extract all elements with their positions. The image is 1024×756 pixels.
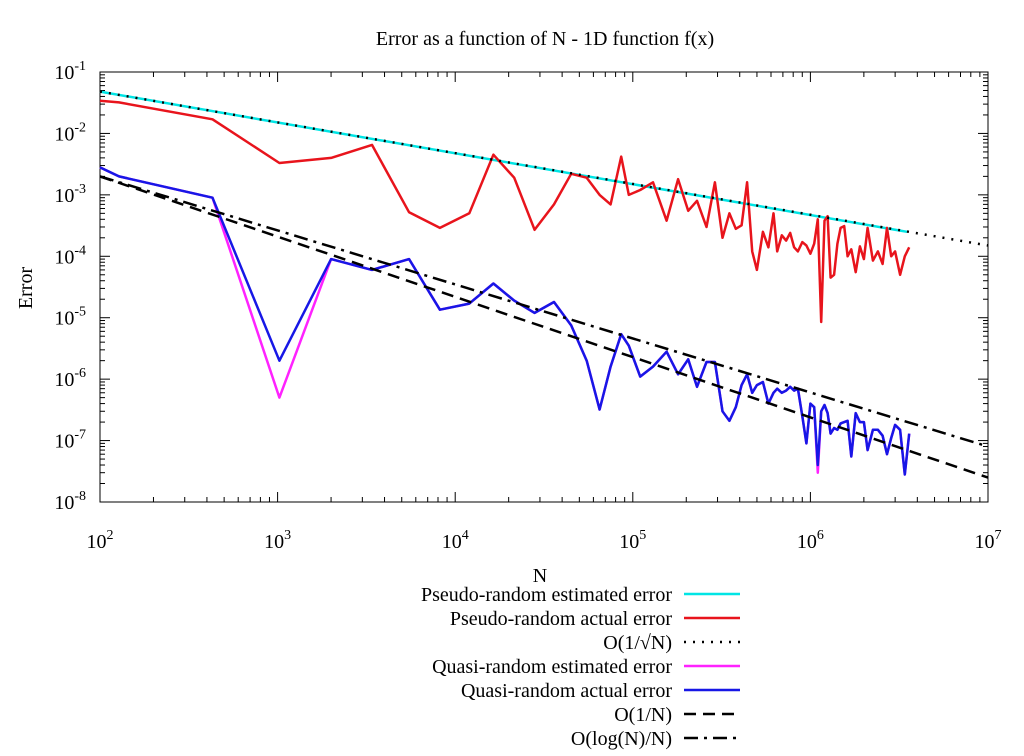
legend-label: O(1/N) (614, 704, 672, 726)
series-line-6 (99, 175, 989, 479)
legend: Pseudo-random estimated errorPseudo-rand… (421, 584, 740, 750)
plot-area (99, 71, 989, 503)
x-tick-label: 105 (619, 528, 646, 553)
x-tick-label: 103 (264, 528, 291, 553)
legend-label: Pseudo-random actual error (450, 608, 672, 630)
x-tick-labels: 102 103 104 105 106 107 (87, 528, 1002, 553)
y-tick-label: 10-1 (54, 59, 86, 84)
plot-frame (99, 71, 989, 503)
x-tick-label: 106 (797, 528, 824, 553)
y-tick-labels: 10-1 10-2 10-3 10-4 10-5 10-6 10-7 10-8 (54, 59, 86, 514)
x-tick-label: 102 (87, 528, 114, 553)
y-tick-label: 10-7 (54, 428, 86, 453)
legend-label: Quasi-random estimated error (432, 656, 672, 678)
legend-label: O(log(N)/N) (571, 728, 672, 750)
x-tick-label: 104 (442, 528, 469, 553)
y-tick-label: 10-6 (54, 366, 86, 391)
x-axis-label: N (533, 565, 547, 587)
legend-label: Pseudo-random estimated error (421, 584, 672, 606)
series-line-2 (99, 99, 911, 324)
minor-ticks (99, 72, 988, 503)
y-tick-label: 10-5 (54, 305, 86, 330)
y-tick-label: 10-8 (54, 489, 86, 514)
series-line-7 (99, 175, 989, 448)
series-layer (99, 90, 989, 479)
legend-label: O(1/√N) (603, 632, 672, 654)
y-tick-label: 10-3 (54, 182, 86, 207)
series-line-1 (99, 90, 908, 234)
legend-label: Quasi-random actual error (461, 680, 672, 702)
x-tick-label: 107 (975, 528, 1002, 553)
y-axis-label: Error (15, 267, 37, 310)
chart-title: Error as a function of N - 1D function f… (376, 28, 714, 50)
y-tick-label: 10-2 (54, 120, 86, 145)
series-line-3 (99, 90, 989, 247)
y-tick-label: 10-4 (54, 243, 86, 268)
